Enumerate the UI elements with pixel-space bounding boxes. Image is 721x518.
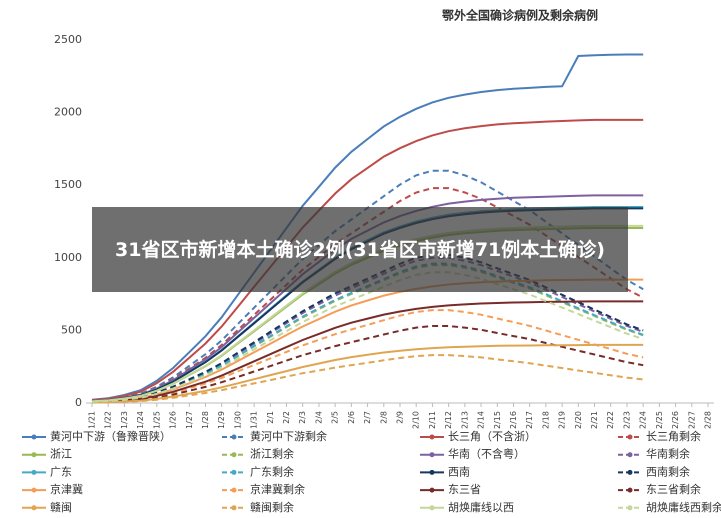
legend-marker <box>429 469 435 475</box>
legend-label: 华南剩余 <box>646 447 690 461</box>
x-tick-label: 2/21 <box>590 411 599 429</box>
legend-label: 黄河中下游剩余 <box>250 429 327 443</box>
x-tick-label: 1/24 <box>136 411 145 429</box>
x-tick-label: 2/15 <box>493 411 502 429</box>
legend-label: 东三省 <box>448 483 481 496</box>
y-tick-label: 500 <box>61 323 82 336</box>
series-line <box>91 300 644 403</box>
x-tick-label: 2/25 <box>655 411 664 429</box>
x-tick-label: 2/8 <box>379 411 388 424</box>
x-tick-label: 2/14 <box>477 411 486 429</box>
y-tick-label: 2500 <box>54 33 82 46</box>
series-line <box>91 354 644 404</box>
legend-marker <box>627 469 633 475</box>
legend-marker <box>31 487 37 493</box>
x-tick-label: 1/29 <box>217 411 226 429</box>
legend-marker <box>429 452 435 458</box>
x-tick-label: 1/27 <box>185 411 194 429</box>
x-tick-label: 2/27 <box>687 411 696 429</box>
x-tick-label: 2/1 <box>266 411 275 424</box>
series-line <box>91 53 644 401</box>
legend-label: 京津冀剩余 <box>250 482 305 496</box>
x-tick-label: 2/24 <box>639 411 648 429</box>
legend-label: 胡焕庸线以西 <box>448 500 514 514</box>
series-line <box>91 343 644 404</box>
y-tick-label: 1500 <box>54 178 82 191</box>
legend-label: 广东 <box>50 465 72 478</box>
legend-marker <box>231 452 237 458</box>
legend-marker <box>231 434 237 440</box>
legend-marker <box>31 452 37 458</box>
y-tick-label: 1000 <box>54 251 82 264</box>
x-tick-label: 1/21 <box>88 411 97 429</box>
legend-label: 京津冀 <box>50 482 83 496</box>
legend-marker <box>429 434 435 440</box>
x-tick-label: 2/20 <box>574 411 583 429</box>
legend-marker <box>31 469 37 475</box>
series-line <box>91 118 644 402</box>
legend-label: 黄河中下游（鲁豫晋陕） <box>50 429 171 443</box>
x-tick-label: 2/16 <box>509 411 518 429</box>
legend-label: 浙江 <box>50 448 72 461</box>
x-tick-label: 2/18 <box>541 411 550 429</box>
x-tick-label: 2/13 <box>460 411 469 429</box>
x-tick-label: 2/19 <box>558 411 567 429</box>
x-tick-label: 2/28 <box>704 411 713 429</box>
legend-label: 赣闽 <box>50 500 72 514</box>
x-tick-label: 2/6 <box>347 411 356 424</box>
x-tick-label: 2/11 <box>428 411 437 429</box>
legend-label: 长三角（不含浙） <box>448 429 536 443</box>
legend-label: 长三角剩余 <box>646 429 701 443</box>
x-tick-label: 2/12 <box>444 411 453 429</box>
legend-marker <box>31 505 37 511</box>
x-tick-label: 2/5 <box>331 411 340 424</box>
legend-label: 西南剩余 <box>646 464 690 478</box>
x-tick-label: 2/2 <box>282 411 291 424</box>
chart-title: 鄂外全国确诊病例及剩余病例 <box>442 8 598 23</box>
overlay-banner: 31省区市新增本土确诊2例(31省区市新增71例本土确诊) <box>92 207 628 292</box>
x-tick-label: 2/3 <box>298 411 307 424</box>
x-tick-label: 1/30 <box>233 411 242 429</box>
series-line <box>91 309 644 404</box>
x-tick-label: 2/26 <box>671 411 680 429</box>
legend-label: 浙江剩余 <box>250 447 294 461</box>
legend-marker <box>231 469 237 475</box>
legend-marker <box>627 505 633 511</box>
x-tick-label: 1/26 <box>169 411 178 429</box>
series-line <box>91 271 644 403</box>
legend-marker <box>429 505 435 511</box>
legend-marker <box>231 505 237 511</box>
legend-marker <box>627 452 633 458</box>
x-tick-label: 2/7 <box>363 411 372 424</box>
legend-marker <box>31 434 37 440</box>
x-tick-label: 1/28 <box>201 411 210 429</box>
x-tick-label: 1/31 <box>250 411 259 429</box>
legend-label: 华南（不含粤） <box>448 447 525 461</box>
legend-label: 西南 <box>448 465 470 478</box>
legend-label: 广东剩余 <box>250 464 294 478</box>
x-tick-label: 2/10 <box>412 411 421 429</box>
legend-label: 胡焕庸线西剩余 <box>646 500 721 514</box>
x-tick-label: 2/22 <box>606 411 615 429</box>
legend-marker <box>429 487 435 493</box>
legend-marker <box>627 434 633 440</box>
legend-marker <box>231 487 237 493</box>
x-tick-label: 1/23 <box>120 411 129 429</box>
x-tick-label: 1/22 <box>104 411 113 429</box>
x-tick-label: 2/4 <box>314 411 323 424</box>
x-tick-label: 2/23 <box>622 411 631 429</box>
legend-label: 赣闽剩余 <box>250 500 294 514</box>
legend-label: 东三省剩余 <box>646 482 701 496</box>
x-tick-label: 2/9 <box>396 411 405 424</box>
x-tick-label: 1/25 <box>152 411 161 429</box>
legend-marker <box>627 487 633 493</box>
y-tick-label: 0 <box>75 396 82 409</box>
y-tick-label: 2000 <box>54 106 82 119</box>
x-tick-label: 2/17 <box>525 411 534 429</box>
